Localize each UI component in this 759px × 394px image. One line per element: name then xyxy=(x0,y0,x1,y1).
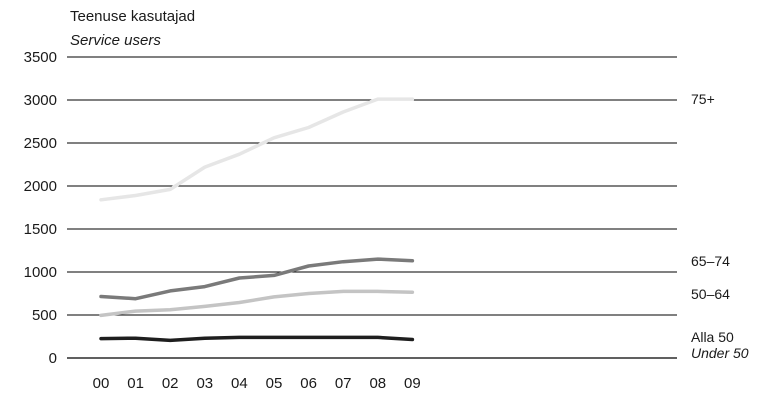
y-tick-label: 2500 xyxy=(24,135,57,152)
x-tick-label: 04 xyxy=(231,375,248,392)
x-tick-label: 06 xyxy=(300,375,317,392)
x-tick-label: 01 xyxy=(127,375,144,392)
y-tick-label: 2000 xyxy=(24,178,57,195)
y-axis-title: Teenuse kasutajad xyxy=(70,8,195,25)
series-label: 75+ xyxy=(691,91,715,107)
x-tick-label: 09 xyxy=(404,375,421,392)
x-tick-label: 02 xyxy=(162,375,179,392)
x-tick-label: 07 xyxy=(335,375,352,392)
gridlines xyxy=(67,56,677,359)
y-tick-label: 3000 xyxy=(24,92,57,109)
series-line xyxy=(99,335,415,343)
x-tick-label: 03 xyxy=(196,375,213,392)
series-line xyxy=(99,289,415,318)
y-tick-label: 500 xyxy=(32,307,57,324)
x-tick-label: 05 xyxy=(266,375,283,392)
series-label: 50–64 xyxy=(691,286,730,302)
y-tick-label: 1000 xyxy=(24,264,57,281)
series-label: Alla 50 xyxy=(691,329,734,345)
y-tick-label: 1500 xyxy=(24,221,57,238)
series-label: 65–74 xyxy=(691,253,730,269)
y-tick-label: 0 xyxy=(49,350,57,367)
x-tick-label: 08 xyxy=(369,375,386,392)
x-tick-label: 00 xyxy=(93,375,110,392)
series-lines xyxy=(99,97,415,343)
series-label-en: Under 50 xyxy=(691,345,749,361)
x-axis-ticks: 00 01 02 03 04 05 06 07 08 09 xyxy=(93,375,421,392)
y-axis-title-en: Service users xyxy=(70,32,161,49)
series-line xyxy=(99,257,415,301)
y-axis-ticks: 0 500 1000 1500 2000 2500 3000 3500 xyxy=(24,49,57,367)
y-tick-label: 3500 xyxy=(24,49,57,66)
series-line xyxy=(99,97,415,202)
